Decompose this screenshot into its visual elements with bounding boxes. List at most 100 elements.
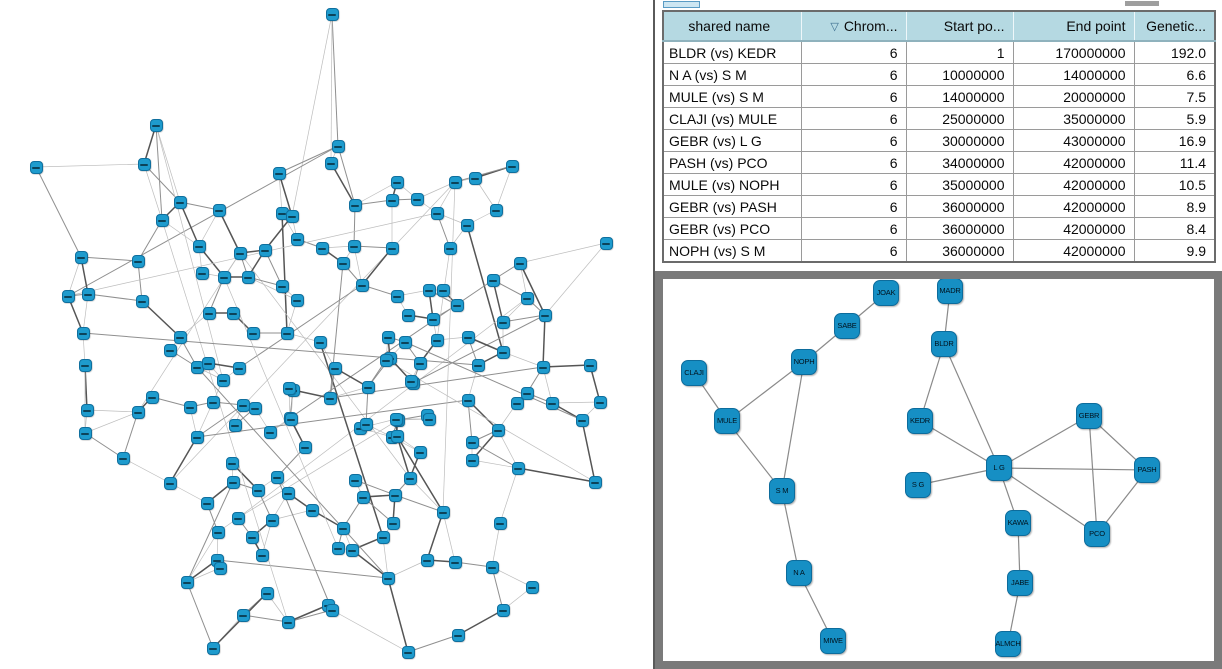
network-node[interactable] [511,461,525,475]
network-node[interactable] [386,516,400,530]
network-node[interactable] [183,400,197,414]
network-node[interactable] [131,254,145,268]
network-node[interactable] [241,270,255,284]
network-node[interactable] [76,326,90,340]
network-node[interactable] [231,511,245,525]
network-node[interactable] [525,580,539,594]
network-node[interactable] [155,213,169,227]
network-node[interactable] [496,603,510,617]
network-node[interactable] [245,530,259,544]
network-node[interactable] [206,641,220,655]
network-node[interactable] [226,306,240,320]
subnetwork-node-s-m[interactable]: S M [769,478,795,504]
network-node[interactable] [233,246,247,260]
network-node[interactable] [137,157,151,171]
table-row[interactable]: PASH (vs) PCO 6 34000000 42000000 11.4 [662,151,1216,174]
network-node[interactable] [355,278,369,292]
table-row[interactable]: GEBR (vs) L G 6 30000000 43000000 16.9 [662,129,1216,152]
network-node[interactable] [213,561,227,575]
network-node[interactable] [348,473,362,487]
column-header-shared-name[interactable]: shared name [662,10,802,42]
network-node[interactable] [216,373,230,387]
network-node[interactable] [376,530,390,544]
subnetwork-node-miwe[interactable]: MIWE [820,628,846,654]
network-node[interactable] [401,308,415,322]
network-node[interactable] [281,615,295,629]
network-node[interactable] [410,192,424,206]
network-node[interactable] [348,198,362,212]
network-node[interactable] [471,358,485,372]
network-node[interactable] [248,401,262,415]
network-node[interactable] [211,525,225,539]
network-node[interactable] [225,456,239,470]
network-node[interactable] [272,166,286,180]
subnetwork-node-madr[interactable]: MADR [937,279,963,304]
network-node[interactable] [74,250,88,264]
network-node[interactable] [290,232,304,246]
network-node[interactable] [173,195,187,209]
network-node[interactable] [390,175,404,189]
network-node[interactable] [426,312,440,326]
network-node[interactable] [345,543,359,557]
network-node[interactable] [80,403,94,417]
network-node[interactable] [359,417,373,431]
network-node[interactable] [461,330,475,344]
network-node[interactable] [263,425,277,439]
network-node[interactable] [430,333,444,347]
network-node[interactable] [313,335,327,349]
table-row[interactable]: MULE (vs) NOPH 6 35000000 42000000 10.5 [662,173,1216,196]
network-node[interactable] [505,159,519,173]
main-network-canvas[interactable] [0,0,650,669]
network-node[interactable] [496,315,510,329]
network-node[interactable] [336,256,350,270]
subnetwork-node-kedr[interactable]: KEDR [907,408,933,434]
table-horizontal-scrollbar[interactable] [655,0,1222,10]
table-row[interactable]: N A (vs) S M 6 10000000 14000000 6.6 [662,63,1216,86]
network-node[interactable] [145,390,159,404]
network-node[interactable] [385,241,399,255]
network-node[interactable] [149,118,163,132]
network-node[interactable] [491,423,505,437]
network-node[interactable] [131,405,145,419]
subnetwork-node-jabe[interactable]: JABE [1007,570,1033,596]
network-node[interactable] [413,356,427,370]
network-node[interactable] [78,358,92,372]
table-row[interactable]: BLDR (vs) KEDR 6 1 170000000 192.0 [662,40,1216,64]
subnetwork-node-claji[interactable]: CLAJI [681,360,707,386]
network-node[interactable] [420,553,434,567]
network-node[interactable] [325,603,339,617]
network-node[interactable] [356,490,370,504]
network-node[interactable] [536,360,550,374]
network-node[interactable] [413,445,427,459]
network-node[interactable] [388,488,402,502]
network-node[interactable] [81,287,95,301]
table-row[interactable]: GEBR (vs) PASH 6 36000000 42000000 8.9 [662,195,1216,218]
table-row[interactable]: GEBR (vs) PCO 6 36000000 42000000 8.4 [662,217,1216,240]
table-row[interactable]: NOPH (vs) S M 6 36000000 42000000 9.9 [662,239,1216,263]
network-node[interactable] [430,206,444,220]
network-node[interactable] [173,330,187,344]
network-node[interactable] [135,294,149,308]
network-node[interactable] [201,356,215,370]
network-node[interactable] [260,586,274,600]
network-node[interactable] [493,516,507,530]
column-header-end-point[interactable]: End point [1012,10,1135,42]
network-node[interactable] [305,503,319,517]
network-node[interactable] [390,429,404,443]
network-node[interactable] [226,475,240,489]
network-node[interactable] [588,475,602,489]
network-node[interactable] [336,521,350,535]
network-node[interactable] [255,548,269,562]
network-node[interactable] [538,308,552,322]
network-node[interactable] [489,203,503,217]
network-node[interactable] [513,256,527,270]
subnetwork-node-joak[interactable]: JOAK [873,280,899,306]
network-node[interactable] [275,279,289,293]
network-node[interactable] [385,193,399,207]
subnetwork-node-bldr[interactable]: BLDR [931,331,957,357]
network-node[interactable] [29,160,43,174]
network-node[interactable] [290,293,304,307]
network-node[interactable] [520,386,534,400]
subnetwork-node-gebr[interactable]: GEBR [1076,403,1102,429]
network-node[interactable] [450,298,464,312]
